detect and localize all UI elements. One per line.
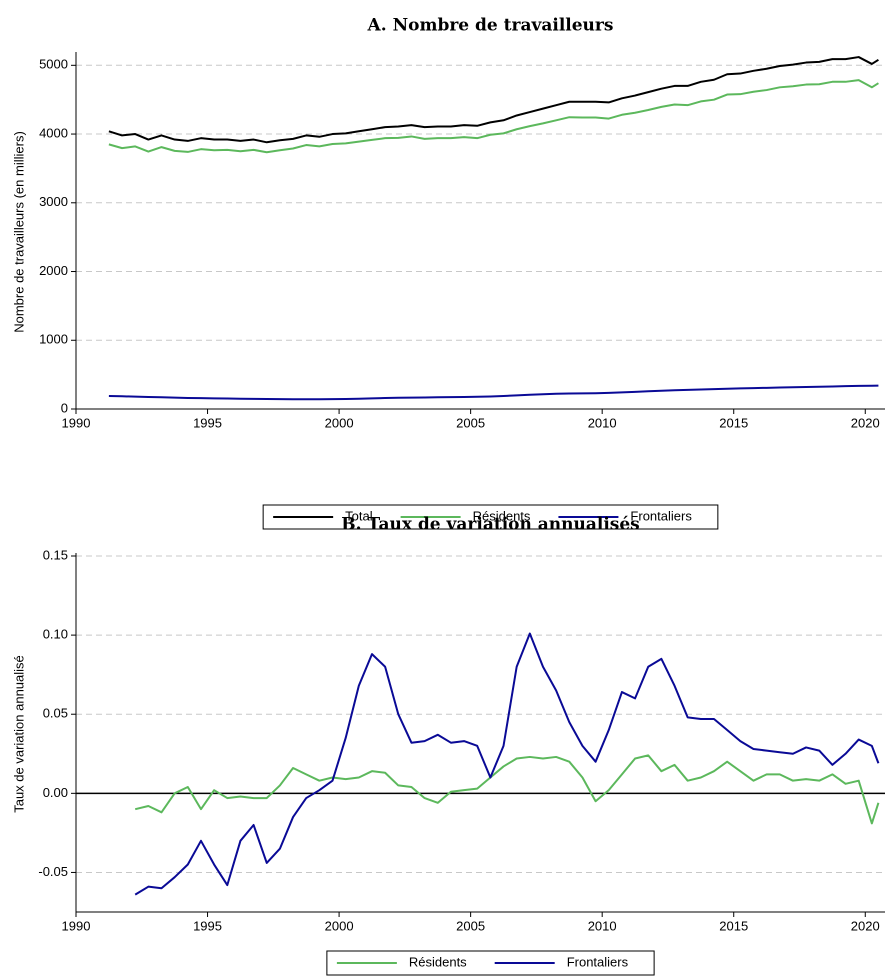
- x-tick-label: 2005: [456, 918, 485, 933]
- y-tick-label: 5000: [39, 57, 68, 72]
- legend: Total Résidents Frontaliers: [262, 504, 719, 530]
- series-line: [134, 754, 880, 825]
- x-tick-label: 2000: [325, 918, 354, 933]
- legend-label: Résidents: [409, 954, 467, 969]
- legend: Résidents Frontaliers: [326, 950, 655, 976]
- y-tick-label: -0.05: [38, 864, 68, 879]
- y-axis-label: Taux de variation annualisé: [11, 655, 26, 813]
- legend-label: Total: [345, 508, 373, 523]
- x-tick-label: 2015: [719, 415, 748, 430]
- series-line: [134, 632, 880, 896]
- x-tick-label: 1995: [193, 415, 222, 430]
- x-tick-label: 2010: [588, 415, 617, 430]
- x-tick-label: 2020: [851, 918, 880, 933]
- legend-label: Frontaliers: [630, 508, 692, 523]
- y-tick-label: 0: [61, 400, 68, 415]
- x-tick-label: 2020: [851, 415, 880, 430]
- chart-title: A. Nombre de travailleurs: [367, 16, 614, 36]
- series-line: [108, 384, 879, 401]
- y-tick-label: 2000: [39, 263, 68, 278]
- x-tick-label: 1990: [62, 415, 91, 430]
- y-tick-label: 0.05: [43, 706, 68, 721]
- x-tick-label: 1995: [193, 918, 222, 933]
- series-line: [108, 56, 879, 144]
- y-tick-label: 0.15: [43, 547, 68, 562]
- x-tick-label: 2005: [456, 415, 485, 430]
- legend-label: Frontaliers: [567, 954, 629, 969]
- y-axis-label: Nombre de travailleurs (en milliers): [11, 131, 26, 333]
- x-tick-label: 2000: [325, 415, 354, 430]
- legend-box: [262, 504, 719, 530]
- y-tick-label: 0.00: [43, 785, 68, 800]
- chart-title: B. Taux de variation annualisés: [341, 515, 640, 535]
- y-tick-label: 1000: [39, 332, 68, 347]
- y-tick-label: 3000: [39, 194, 68, 209]
- x-tick-label: 2015: [719, 918, 748, 933]
- legend-label: Résidents: [473, 508, 531, 523]
- x-tick-label: 1990: [62, 918, 91, 933]
- y-tick-label: 0.10: [43, 627, 68, 642]
- x-tick-label: 2010: [588, 918, 617, 933]
- y-tick-label: 4000: [39, 125, 68, 140]
- series-line: [108, 79, 879, 154]
